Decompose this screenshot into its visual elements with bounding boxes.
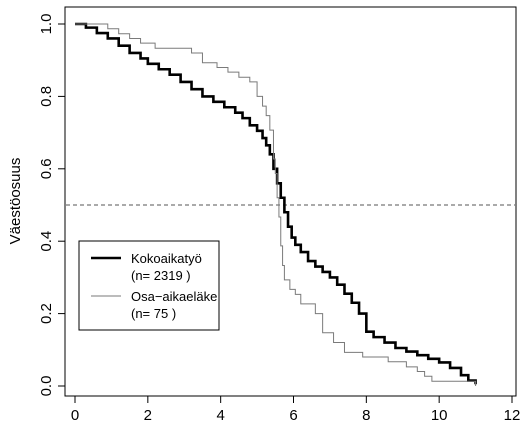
y-tick-label-1: 0.2 bbox=[38, 303, 55, 324]
series-line-kokoaikatyo bbox=[75, 22, 477, 385]
y-tick-label-2: 0.4 bbox=[38, 231, 55, 252]
series-layer bbox=[75, 22, 477, 386]
plot-frame bbox=[64, 6, 517, 397]
x-tick-label-4: 4 bbox=[216, 407, 224, 424]
legend-label-kokoaikatyo: Kokoaikatyö bbox=[131, 251, 202, 266]
legend-label-osa-aikaelake: Osa−aikaeläke bbox=[131, 289, 217, 304]
legend-box bbox=[78, 240, 220, 331]
x-tick-label-12: 12 bbox=[504, 407, 521, 424]
x-tick-label-6: 6 bbox=[289, 407, 297, 424]
y-axis-title: Väestöosuus bbox=[7, 158, 24, 245]
y-tick-label-3: 0.6 bbox=[38, 158, 55, 179]
legend-sublabel-osa-aikaelake: (n= 75 ) bbox=[131, 306, 176, 321]
x-tick-label-0: 0 bbox=[71, 407, 79, 424]
legend: Kokoaikatyö (n= 2319 ) Osa−aikaeläke (n=… bbox=[78, 240, 220, 331]
x-tick-label-8: 8 bbox=[362, 407, 370, 424]
y-tick-label-4: 0.8 bbox=[38, 86, 55, 107]
series-line-osa-aikaelake bbox=[75, 23, 477, 386]
y-tick-label-5: 1.0 bbox=[38, 14, 55, 35]
x-tick-label-2: 2 bbox=[144, 407, 152, 424]
y-tick-label-0: 0.0 bbox=[38, 376, 55, 397]
legend-sublabel-kokoaikatyo: (n= 2319 ) bbox=[131, 268, 191, 283]
y-axis: 0.0 0.2 0.4 0.6 0.8 1.0 bbox=[38, 14, 65, 397]
x-axis: 0 2 4 6 8 10 12 bbox=[71, 396, 521, 424]
x-tick-label-10: 10 bbox=[431, 407, 448, 424]
